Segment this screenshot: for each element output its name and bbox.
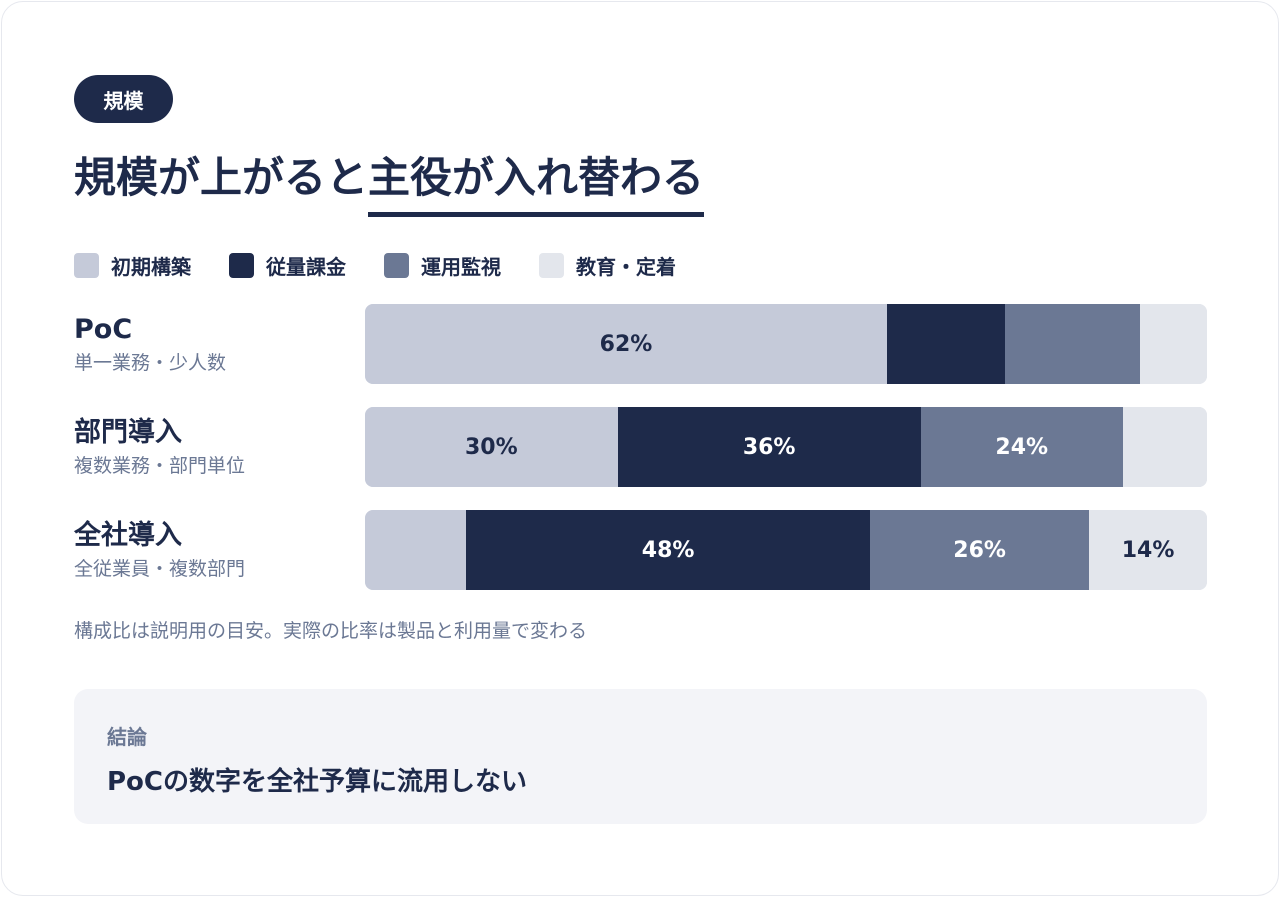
legend-label: 運用監視 (421, 254, 501, 279)
page-title: 規模が上がると 主役が入れ替わる (74, 144, 705, 217)
legend-label: 教育・定着 (576, 254, 676, 279)
bar-segment (365, 510, 467, 590)
row-label-department: 部門導入 複数業務・部門単位 (74, 415, 354, 479)
category-subtitle: 単一業務・少人数 (74, 352, 227, 374)
legend-item-initial-build: 初期構築 (74, 251, 191, 280)
data-label: 26% (953, 537, 1006, 563)
legend-item-operations-monitoring: 運用監視 (384, 251, 501, 280)
category-label: PoC (74, 314, 133, 345)
legend-item-training-adoption: 教育・定着 (539, 251, 676, 280)
bar-row-company: 48% 26% 14% (365, 510, 1207, 590)
title-prefix: 規模が上がると (74, 152, 369, 202)
conclusion-text: PoCの数字を全社予算に流用しない (107, 767, 527, 797)
category-subtitle: 全従業員・複数部門 (74, 558, 246, 580)
legend-label: 初期構築 (111, 254, 191, 279)
bar-segment: 14% (1089, 510, 1207, 590)
footnote: 構成比は説明用の目安。実際の比率は製品と利用量で変わる (74, 620, 588, 642)
legend-swatch (384, 252, 409, 278)
category-label: 全社導入 (74, 520, 182, 551)
bar-segment (1139, 304, 1207, 384)
data-label: 24% (995, 434, 1049, 460)
legend-item-usage-billing: 従量課金 (229, 251, 346, 280)
data-label: 14% (1121, 537, 1175, 563)
legend-label: 従量課金 (266, 254, 346, 279)
legend: 初期構築 従量課金 運用監視 教育・定着 (74, 250, 714, 280)
row-label-company: 全社導入 全従業員・複数部門 (74, 518, 354, 582)
conclusion-box: 結論 PoCの数字を全社予算に流用しない (74, 689, 1207, 824)
legend-swatch (74, 252, 99, 278)
bar-segment: 62% (365, 304, 888, 384)
bar-segment: 36% (617, 407, 921, 487)
category-label: 部門導入 (74, 417, 182, 448)
data-label: 62% (599, 331, 653, 357)
bar-segment: 26% (870, 510, 1090, 590)
bar-segment: 30% (365, 407, 618, 487)
bar-row-department: 30% 36% 24% (365, 407, 1207, 487)
bar-segment: 24% (920, 407, 1123, 487)
title-highlight: 主役が入れ替わる (368, 144, 705, 217)
bar-segment: 48% (466, 510, 871, 590)
data-label: 48% (641, 537, 695, 563)
bar-row-poc: 62% (365, 304, 1207, 384)
legend-swatch (539, 252, 564, 278)
data-label: 30% (464, 434, 518, 460)
row-label-poc: PoC 単一業務・少人数 (74, 312, 354, 376)
bar-segment (887, 304, 1005, 384)
bar-segment (1122, 407, 1207, 487)
category-subtitle: 複数業務・部門単位 (74, 455, 246, 477)
category-tag: 規模 (74, 75, 173, 123)
conclusion-label: 結論 (107, 725, 147, 749)
data-label: 36% (742, 434, 796, 460)
bar-segment (1004, 304, 1140, 384)
legend-swatch (229, 252, 254, 278)
